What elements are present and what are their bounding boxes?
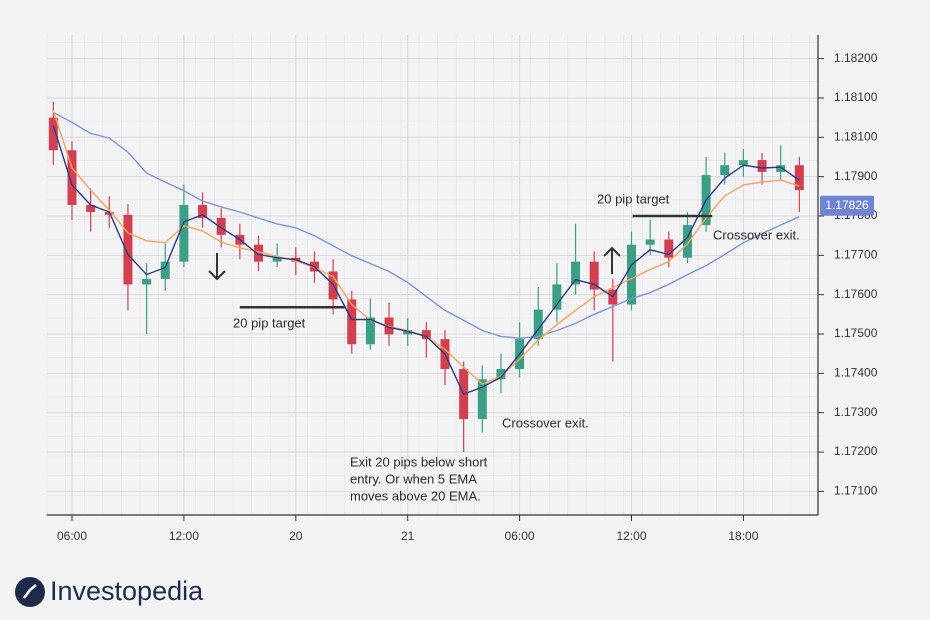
y-tick-label: 1.18100	[834, 129, 878, 143]
y-tick-label: 1.17100	[834, 484, 878, 498]
y-tick-label: 1.17300	[834, 405, 878, 419]
x-tick-label: 21	[401, 529, 415, 543]
candle-body	[123, 214, 133, 285]
candle-body	[142, 278, 152, 285]
candle-body	[738, 160, 748, 166]
candle-body	[216, 217, 226, 235]
candle-body	[757, 160, 767, 172]
candle-body	[664, 239, 674, 258]
target-label: 20 pip target	[233, 315, 306, 330]
candle-body	[67, 150, 77, 205]
up-arrow	[603, 246, 621, 274]
candle-body	[347, 299, 357, 345]
candle-body	[86, 204, 96, 213]
candle-body	[421, 330, 431, 340]
x-tick-label: 18:00	[728, 529, 758, 543]
candle-body	[645, 239, 655, 245]
last-price-tag	[820, 195, 874, 216]
y-tick-label: 1.17400	[834, 366, 878, 380]
candle-body	[720, 165, 730, 176]
annotation: Crossover exit.	[713, 227, 800, 242]
candle-body	[496, 369, 506, 380]
candle-body	[253, 244, 263, 262]
x-tick-label: 20	[289, 529, 303, 543]
candle-body	[160, 261, 170, 279]
x-tick-label: 12:00	[616, 529, 646, 543]
candle-body	[794, 165, 804, 191]
y-tick-label: 1.17900	[834, 169, 878, 183]
candle-body	[776, 165, 786, 172]
candle-body	[272, 257, 282, 262]
y-tick-label: 1.18200	[834, 51, 878, 65]
down-arrow	[208, 253, 226, 281]
y-tick-label: 1.18100	[834, 90, 878, 104]
ema-line	[52, 125, 800, 396]
note-line: moves above 20 EMA.	[350, 488, 481, 503]
candle-body	[179, 204, 189, 262]
candle-body	[365, 317, 375, 345]
candle-body	[589, 261, 599, 290]
candle-body	[403, 330, 413, 335]
candle-body	[571, 261, 581, 285]
candle-body	[477, 379, 487, 419]
candle-body	[626, 244, 636, 305]
logo-mark	[23, 584, 37, 599]
candle-body	[682, 225, 692, 258]
arrows	[208, 246, 621, 281]
y-tick-label: 1.17500	[834, 326, 878, 340]
logo: Investopedia	[15, 576, 204, 607]
last-price-label: 1.17826	[825, 198, 869, 212]
x-tick-label: 12:00	[169, 529, 199, 543]
x-tick-label: 06:00	[57, 529, 87, 543]
y-tick-label: 1.17700	[834, 247, 878, 261]
note-line: Exit 20 pips below short	[350, 454, 488, 469]
target-label: 20 pip target	[597, 191, 670, 206]
ema-line	[52, 111, 800, 340]
y-tick-label: 1.17200	[834, 444, 878, 458]
brand: Investopedia	[50, 576, 204, 606]
candle-body	[48, 117, 58, 151]
annotation: Crossover exit.	[502, 415, 589, 430]
x-tick-label: 06:00	[505, 529, 535, 543]
candle-body	[533, 309, 543, 340]
note-line: entry. Or when 5 EMA	[350, 471, 477, 486]
y-tick-label: 1.17600	[834, 287, 878, 301]
candle-body	[198, 204, 208, 218]
candle-body	[552, 284, 562, 310]
